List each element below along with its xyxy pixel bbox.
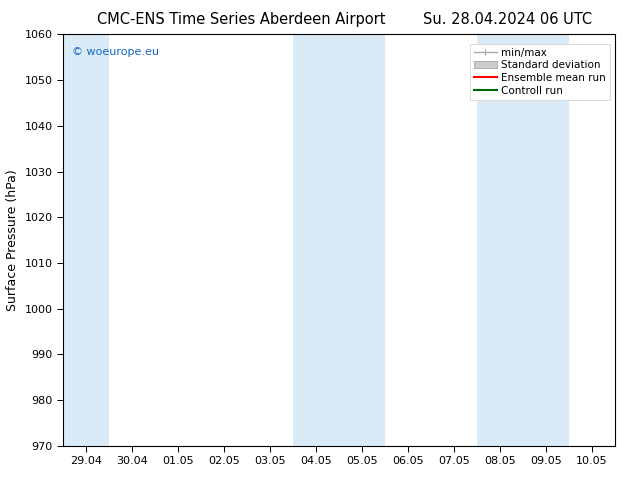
Bar <box>63 34 110 446</box>
Text: CMC-ENS Time Series Aberdeen Airport: CMC-ENS Time Series Aberdeen Airport <box>96 12 385 27</box>
Text: © woeurope.eu: © woeurope.eu <box>72 47 158 57</box>
Bar <box>477 34 569 446</box>
Y-axis label: Surface Pressure (hPa): Surface Pressure (hPa) <box>6 169 19 311</box>
Legend: min/max, Standard deviation, Ensemble mean run, Controll run: min/max, Standard deviation, Ensemble me… <box>470 44 610 100</box>
Text: Su. 28.04.2024 06 UTC: Su. 28.04.2024 06 UTC <box>423 12 592 27</box>
Bar <box>293 34 385 446</box>
